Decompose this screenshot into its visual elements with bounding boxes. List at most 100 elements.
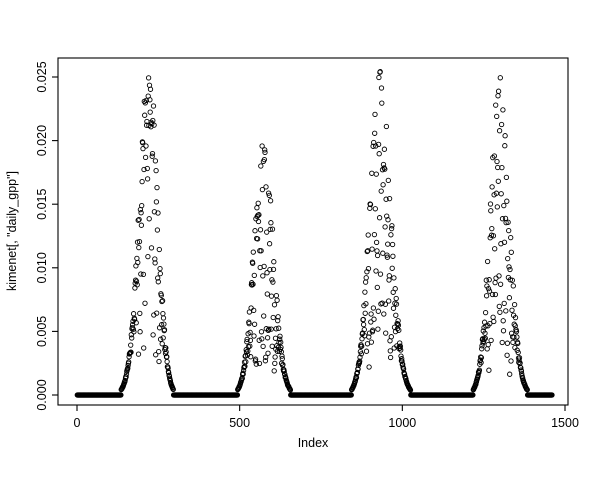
data-point xyxy=(136,244,142,251)
data-point xyxy=(166,370,172,376)
data-point xyxy=(484,258,491,265)
data-point xyxy=(381,146,388,152)
data-point xyxy=(510,283,516,289)
data-point xyxy=(511,301,518,308)
data-point xyxy=(348,392,354,398)
data-point xyxy=(372,130,378,136)
data-point xyxy=(501,300,507,307)
data-point xyxy=(371,231,378,238)
data-point xyxy=(380,182,386,188)
data-point xyxy=(240,371,246,377)
data-point xyxy=(254,205,260,211)
data-point xyxy=(373,239,380,246)
data-point xyxy=(376,151,382,157)
data-point xyxy=(479,346,485,352)
data-point xyxy=(367,201,374,208)
x-tick-label: 0 xyxy=(74,416,81,430)
data-point xyxy=(395,322,402,328)
data-point xyxy=(374,284,380,291)
data-point xyxy=(364,248,370,255)
data-point xyxy=(262,149,268,156)
data-point xyxy=(151,122,157,128)
data-point xyxy=(549,392,555,398)
data-point xyxy=(267,226,273,233)
data-point xyxy=(149,150,156,157)
data-point xyxy=(492,291,499,298)
data-point xyxy=(246,320,252,327)
data-point xyxy=(482,335,488,341)
data-point xyxy=(381,311,387,317)
data-point xyxy=(163,349,169,355)
data-point xyxy=(264,229,270,235)
data-point xyxy=(150,117,156,124)
data-point xyxy=(374,252,381,259)
data-point xyxy=(256,212,262,218)
data-point xyxy=(155,275,161,281)
data-point xyxy=(368,319,374,325)
data-point xyxy=(380,250,386,256)
data-point xyxy=(377,271,384,277)
data-point xyxy=(494,158,500,165)
data-point xyxy=(251,321,258,327)
data-point xyxy=(482,330,488,336)
data-point xyxy=(157,336,164,342)
data-point xyxy=(156,358,162,365)
data-point xyxy=(153,199,160,205)
data-point xyxy=(164,358,170,365)
data-point xyxy=(370,143,376,149)
data-point xyxy=(155,210,161,216)
data-point xyxy=(377,69,383,75)
data-point xyxy=(385,241,391,247)
data-point xyxy=(271,368,277,374)
data-point xyxy=(506,264,512,270)
data-point xyxy=(160,335,166,341)
data-point xyxy=(378,85,385,91)
data-point xyxy=(483,293,490,299)
data-points xyxy=(74,69,555,398)
data-point xyxy=(359,336,365,342)
data-point xyxy=(486,288,493,294)
data-point xyxy=(508,249,514,255)
data-point xyxy=(479,343,485,349)
data-point xyxy=(272,335,279,341)
data-point xyxy=(247,329,253,336)
data-point xyxy=(489,291,496,298)
data-point xyxy=(155,279,161,285)
data-point xyxy=(148,245,155,251)
data-point xyxy=(371,316,377,322)
data-point xyxy=(250,260,256,266)
data-point xyxy=(506,295,513,301)
data-point xyxy=(407,387,414,393)
data-point xyxy=(125,365,131,371)
data-point xyxy=(388,334,394,340)
data-point xyxy=(134,282,140,288)
data-point xyxy=(256,337,262,343)
data-point xyxy=(488,337,494,344)
data-point xyxy=(362,310,368,316)
data-point xyxy=(495,178,501,184)
data-point xyxy=(361,326,367,333)
data-point xyxy=(506,227,512,234)
data-point xyxy=(355,366,361,372)
data-point xyxy=(264,270,270,276)
data-point xyxy=(488,208,494,214)
data-point xyxy=(387,354,394,361)
data-point xyxy=(362,289,368,295)
data-point xyxy=(234,392,241,398)
y-tick-label: 0.025 xyxy=(35,61,49,92)
data-point xyxy=(159,298,166,304)
data-point xyxy=(485,341,491,348)
data-point xyxy=(478,354,484,360)
data-point xyxy=(478,354,485,361)
data-point xyxy=(501,239,508,245)
data-point xyxy=(384,254,391,260)
data-point xyxy=(368,339,375,345)
data-point xyxy=(268,220,274,226)
data-point xyxy=(373,171,379,177)
data-point xyxy=(502,133,508,139)
data-point xyxy=(354,369,361,376)
data-point xyxy=(139,202,145,209)
data-point xyxy=(498,121,505,128)
data-point xyxy=(143,143,149,149)
